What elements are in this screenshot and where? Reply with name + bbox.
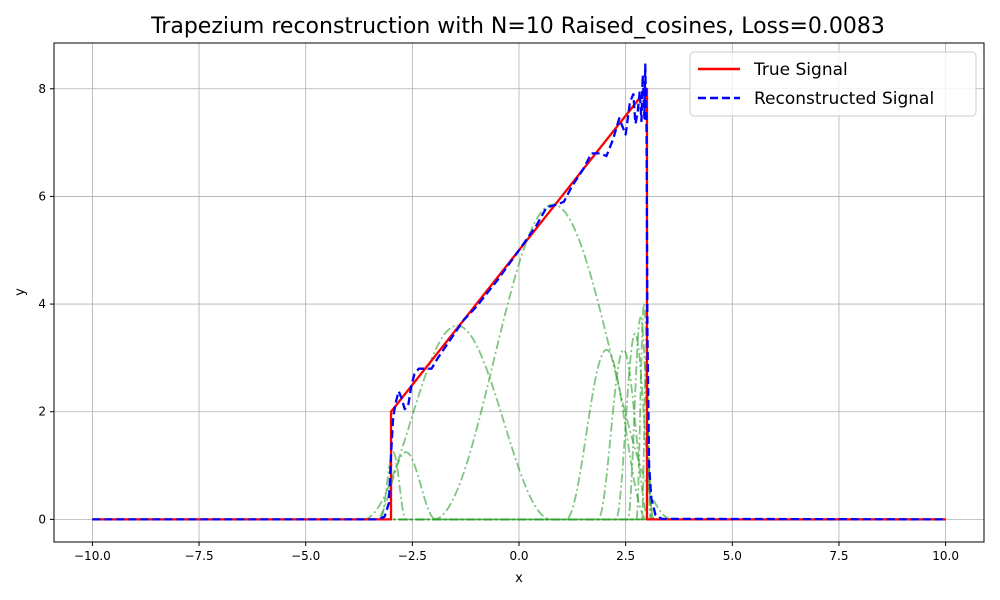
basis-function-curve [92, 348, 946, 521]
y-tick-label: 8 [38, 82, 46, 96]
y-tick-label: 6 [38, 189, 46, 203]
basis-functions [92, 203, 946, 521]
legend-label-reconstructed-signal: Reconstructed Signal [754, 89, 934, 109]
basis-function-curve [92, 348, 946, 521]
series-lines [92, 63, 946, 521]
x-axis-label: x [515, 571, 523, 586]
legend: True Signal Reconstructed Signal [689, 51, 977, 117]
axis-ticks: −10.0 −7.5 −5.0 −2.5 0.0 2.5 5.0 7.5 10.0 0 2 4 6 8 [38, 82, 959, 563]
basis-function-curve [92, 355, 946, 521]
legend-label-true-signal: True Signal [753, 60, 848, 80]
basis-function-curve [92, 324, 946, 521]
legend-frame [689, 51, 977, 117]
basis-function-curve [92, 316, 946, 521]
x-tick-label: −5.0 [291, 549, 320, 563]
y-axis-label: y [13, 288, 28, 296]
basis-function-curve [92, 332, 946, 521]
x-tick-label: 2.5 [616, 549, 635, 563]
chart-title: Trapezium reconstruction with N=10 Raise… [150, 14, 885, 39]
y-tick-label: 0 [38, 512, 46, 526]
x-tick-label: 0.0 [509, 549, 528, 563]
basis-function-curve [92, 451, 946, 521]
basis-function-curve [92, 451, 946, 521]
x-tick-label: 10.0 [932, 549, 959, 563]
y-tick-label: 2 [38, 405, 46, 419]
x-tick-label: −2.5 [398, 549, 427, 563]
x-tick-label: 7.5 [829, 549, 848, 563]
reconstructed-signal-line [92, 63, 946, 521]
x-tick-label: 5.0 [723, 549, 742, 563]
x-tick-label: −7.5 [184, 549, 213, 563]
x-tick-label: −10.0 [74, 549, 111, 563]
y-tick-label: 4 [38, 297, 46, 311]
